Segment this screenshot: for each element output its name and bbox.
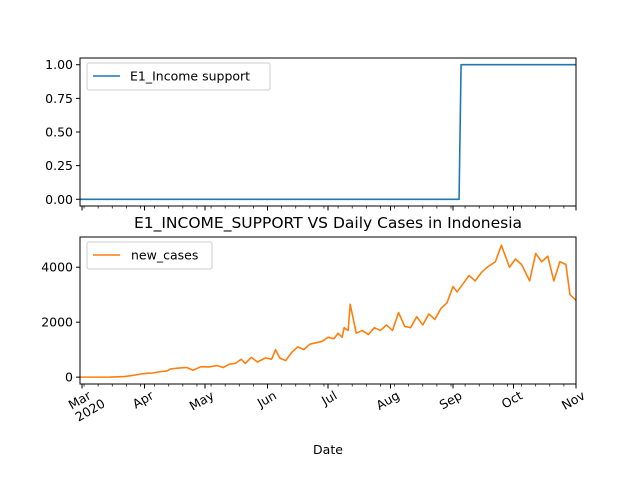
series-line-0 xyxy=(80,63,576,201)
y-tick-label: 0.50 xyxy=(45,125,73,140)
bottom-legend-box xyxy=(86,241,213,270)
bottom-legend-label: new_cases xyxy=(131,248,198,263)
y-tick-label: 1.00 xyxy=(45,57,73,72)
bottom-plot-area xyxy=(79,244,577,378)
chart-title: E1_INCOME_SUPPORT VS Daily Cases in Indo… xyxy=(134,214,522,233)
top-legend-label: E1_Income support xyxy=(130,69,250,84)
x-tick-label: Jul xyxy=(318,388,339,409)
y-tick-label: 0.75 xyxy=(45,91,73,106)
top-legend-box xyxy=(86,62,271,91)
y-tick-label: 0 xyxy=(65,370,73,385)
top-plot-area xyxy=(80,63,576,201)
y-tick-label: 0.00 xyxy=(45,192,73,207)
top-axes-frame xyxy=(79,57,577,207)
bottom-axes-frame xyxy=(79,236,577,385)
top-y-ticks: 0.00 0.25 0.50 0.75 1.00 xyxy=(45,57,80,207)
x-axis-label: Date xyxy=(313,442,343,457)
y-tick-label: 4000 xyxy=(41,260,73,275)
y-tick-label: 0.25 xyxy=(45,158,73,173)
top-subplot: 0.00 0.25 0.50 0.75 1.00 E1_Income support xyxy=(45,57,577,211)
top-legend: E1_Income support xyxy=(86,62,271,91)
bottom-y-ticks: 0 2000 4000 xyxy=(41,260,80,385)
bottom-legend: new_cases xyxy=(86,241,213,270)
series-line-0 xyxy=(79,244,577,378)
y-tick-label: 2000 xyxy=(41,315,73,330)
